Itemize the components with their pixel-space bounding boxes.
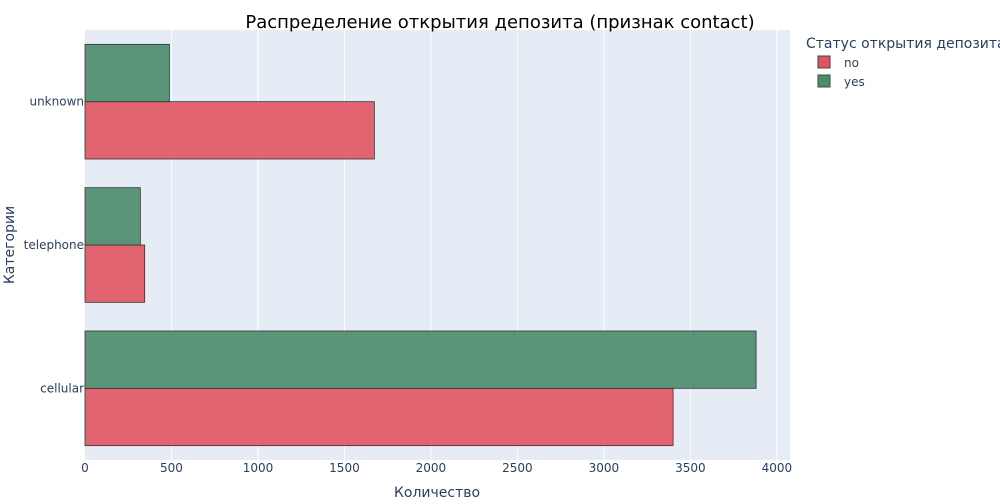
bar-no-cellular[interactable] xyxy=(84,387,674,447)
x-tick-label: 1000 xyxy=(243,461,274,475)
x-tick-label: 4000 xyxy=(762,461,793,475)
legend-swatch-no xyxy=(817,55,831,69)
y-tick-label: unknown xyxy=(29,95,84,109)
bar-yes-unknown[interactable] xyxy=(84,43,170,103)
bar-no-unknown[interactable] xyxy=(84,101,375,160)
legend-swatch-yes xyxy=(817,74,831,88)
legend-item-yes[interactable]: yes xyxy=(817,74,865,89)
x-tick-label: 3500 xyxy=(675,461,706,475)
y-axis-label: Категории xyxy=(2,206,18,284)
x-tick-label: 1500 xyxy=(329,461,360,475)
x-tick-label: 2500 xyxy=(502,461,533,475)
x-tick-label: 2000 xyxy=(416,461,447,475)
y-axis-ticks: cellular telephone unknown xyxy=(24,95,84,396)
bar-yes-telephone[interactable] xyxy=(84,187,141,246)
legend-title: Статус открытия депозита xyxy=(806,36,1000,52)
chart-title: Распределение открытия депозита (признак… xyxy=(245,12,754,33)
x-tick-label: 500 xyxy=(160,461,183,475)
bar-no-telephone[interactable] xyxy=(84,244,146,303)
bars xyxy=(84,43,757,447)
y-tick-label: telephone xyxy=(24,238,84,252)
x-tick-label: 0 xyxy=(81,461,89,475)
y-tick-label: cellular xyxy=(40,381,84,395)
x-axis-label: Количество xyxy=(394,485,480,500)
bar-yes-cellular[interactable] xyxy=(84,330,757,389)
x-tick-label: 3000 xyxy=(589,461,620,475)
x-axis-ticks: 0 500 1000 1500 2000 2500 3000 3500 4000 xyxy=(81,461,792,475)
legend-label-no: no xyxy=(844,56,859,70)
legend: Статус открытия депозита no yes xyxy=(806,36,1000,89)
legend-item-no[interactable]: no xyxy=(817,55,859,70)
legend-label-yes: yes xyxy=(844,75,865,89)
